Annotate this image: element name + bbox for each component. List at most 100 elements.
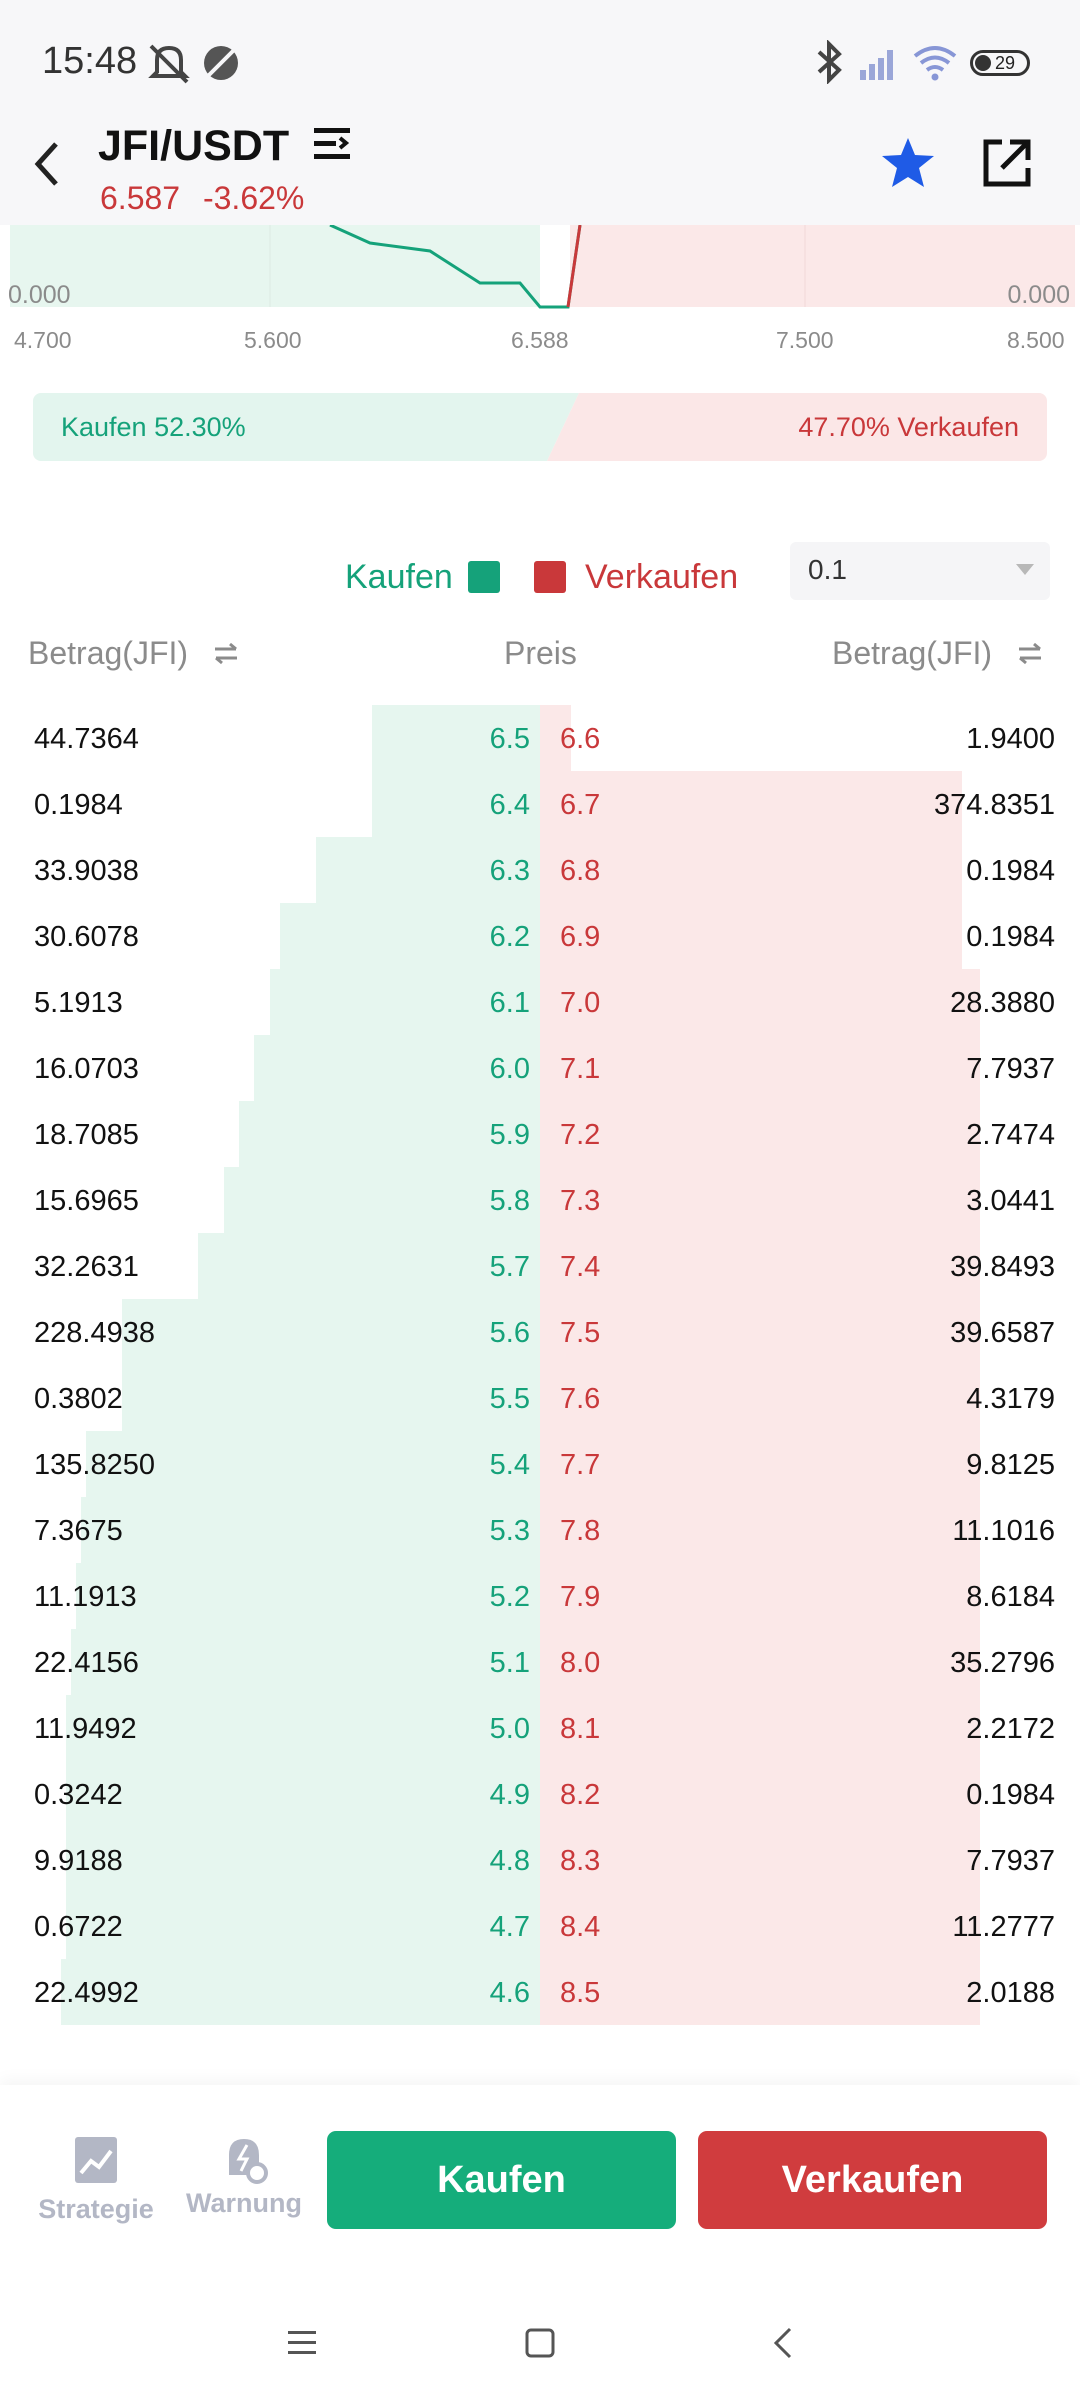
sell-depth-bar [540,1101,980,1167]
buy-depth-bar [316,837,540,903]
bid-price: 4.6 [489,1977,530,2009]
ask-price: 7.9 [560,1581,601,1613]
ask-price: 8.4 [560,1911,601,1943]
ask-amount: 7.7937 [966,1053,1055,1085]
orderbook-row[interactable]: 16.0703 6.0 7.1 7.7937 [0,1035,1080,1101]
home-nav-icon[interactable] [524,2327,556,2359]
bid-amount: 11.9492 [34,1713,137,1745]
status-time: 15:48 [42,40,138,82]
orderbook-row[interactable]: 18.7085 5.9 7.2 2.7474 [0,1101,1080,1167]
alert-tab[interactable]: Warnung [176,2135,312,2219]
strategy-tab[interactable]: Strategie [28,2135,164,2225]
battery-level: 29 [994,53,1016,73]
orderbook-row[interactable]: 0.6722 4.7 8.4 11.2777 [0,1893,1080,1959]
sell-depth-bar [540,705,571,771]
sell-button[interactable]: Verkaufen [698,2131,1047,2229]
ask-price: 7.7 [560,1449,601,1481]
sell-depth-bar [540,1035,980,1101]
alert-icon [229,2139,268,2184]
bid-amount: 135.8250 [34,1449,155,1481]
swap-icon[interactable] [1016,642,1044,666]
ask-amount: 7.7937 [966,1845,1055,1877]
buy-depth-bar [372,771,540,837]
bid-amount: 22.4156 [34,1647,139,1679]
ask-price: 8.0 [560,1647,601,1679]
ask-amount: 11.2777 [952,1911,1055,1943]
col-buy-amount: Betrag(JFI) [28,635,189,671]
col-sell-amount: Betrag(JFI) [832,635,993,671]
orderbook-row[interactable]: 22.4992 4.6 8.5 2.0188 [0,1959,1080,2025]
bid-price: 4.7 [489,1911,530,1943]
pair-title[interactable]: JFI/USDT [98,122,290,170]
bid-price: 5.5 [489,1383,530,1415]
share-icon[interactable] [980,136,1034,190]
menu-nav-icon[interactable] [286,2329,318,2357]
bid-amount: 16.0703 [34,1053,139,1085]
bid-price: 5.3 [489,1515,530,1547]
orderbook-row[interactable]: 22.4156 5.1 8.0 35.2796 [0,1629,1080,1695]
depth-tick: 8.500 [1007,327,1065,353]
sell-depth-bar [540,1893,980,1959]
sell-depth-bar [540,1563,980,1629]
orderbook-row[interactable]: 33.9038 6.3 6.8 0.1984 [0,837,1080,903]
orderbook-row[interactable]: 11.9492 5.0 8.1 2.2172 [0,1695,1080,1761]
depth-chart-plot [10,225,1075,309]
sell-depth-bar [540,1233,980,1299]
legend-buy-label: Kaufen [345,558,453,596]
bid-price: 5.8 [489,1185,530,1217]
ask-amount: 1.9400 [966,723,1055,755]
orderbook-row[interactable]: 44.7364 6.5 6.6 1.9400 [0,705,1080,771]
precision-select[interactable]: 0.1 [790,542,1050,600]
bid-price: 6.3 [489,855,530,887]
bid-price: 6.4 [489,789,530,821]
sell-depth-bar [540,771,962,837]
orderbook-row[interactable]: 135.8250 5.4 7.7 9.8125 [0,1431,1080,1497]
ask-amount: 0.1984 [966,855,1055,887]
menu-icon[interactable] [312,124,352,164]
system-navigation-bar [0,2235,1080,2400]
ratio-buy-bar [33,393,579,461]
orderbook-row[interactable]: 7.3675 5.3 7.8 11.1016 [0,1497,1080,1563]
ask-price: 8.1 [560,1713,601,1745]
orderbook-row[interactable]: 32.2631 5.7 7.4 39.8493 [0,1233,1080,1299]
orderbook-row[interactable]: 11.1913 5.2 7.9 8.6184 [0,1563,1080,1629]
depth-tick: 7.500 [776,327,834,353]
status-bar: 15:48 29 [0,0,1080,125]
ask-price: 6.8 [560,855,601,887]
depth-right-volume: 0.000 [1007,281,1070,309]
last-price: 6.587 [100,180,181,216]
back-nav-icon[interactable] [770,2325,796,2361]
ask-price: 8.2 [560,1779,601,1811]
orderbook-row[interactable]: 0.1984 6.4 6.7 374.8351 [0,771,1080,837]
bid-price: 4.9 [489,1779,530,1811]
depth-tick: 5.600 [244,327,302,353]
orderbook-row[interactable]: 0.3802 5.5 7.6 4.3179 [0,1365,1080,1431]
buy-depth-bar [71,1629,540,1695]
orderbook-row[interactable]: 15.6965 5.8 7.3 3.0441 [0,1167,1080,1233]
bid-price: 5.4 [489,1449,530,1481]
sell-depth-bar [540,837,962,903]
buy-button[interactable]: Kaufen [327,2131,676,2229]
sell-depth-bar [540,1299,980,1365]
ask-amount: 39.8493 [950,1251,1055,1283]
orderbook-row[interactable]: 228.4938 5.6 7.5 39.6587 [0,1299,1080,1365]
depth-tick: 4.700 [14,327,72,353]
bid-amount: 11.1913 [34,1581,137,1613]
orderbook-row[interactable]: 0.3242 4.9 8.2 0.1984 [0,1761,1080,1827]
bottom-action-bar: Strategie Warnung Kaufen Verkaufen [0,2085,1080,2235]
back-icon[interactable] [30,140,64,188]
buy-depth-bar [66,1893,540,1959]
sell-depth-bar [540,1365,980,1431]
pair-header: JFI/USDT 6.587 -3.62% [0,110,1080,225]
swap-icon[interactable] [212,642,240,666]
orderbook-row[interactable]: 9.9188 4.8 8.3 7.7937 [0,1827,1080,1893]
ask-price: 7.1 [560,1053,601,1085]
bid-price: 5.1 [489,1647,530,1679]
star-icon[interactable] [880,136,936,190]
sell-depth-bar [540,1431,980,1497]
orderbook-row[interactable]: 5.1913 6.1 7.0 28.3880 [0,969,1080,1035]
orderbook-row[interactable]: 30.6078 6.2 6.9 0.1984 [0,903,1080,969]
ask-price: 8.3 [560,1845,601,1877]
buy-depth-bar [270,969,540,1035]
depth-left-volume: 0.000 [8,281,71,309]
